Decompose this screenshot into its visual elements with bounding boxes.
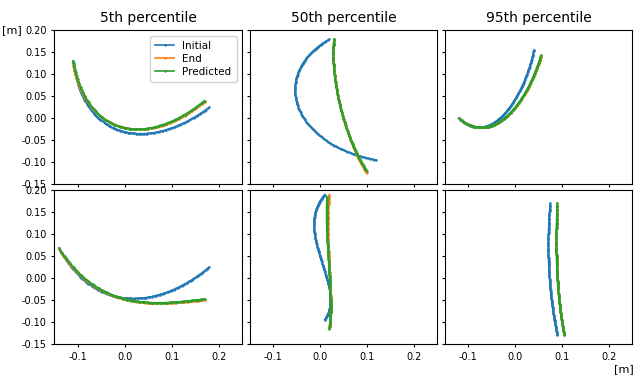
Legend: Initial, End, Predicted: Initial, End, Predicted xyxy=(150,36,237,82)
Predicted xyxy=(127,127,135,131)
Predicted xyxy=(69,59,77,63)
End xyxy=(135,127,143,131)
End xyxy=(69,63,77,68)
Title: 5th percentile: 5th percentile xyxy=(100,11,196,25)
Line: End: End xyxy=(72,65,205,130)
End xyxy=(201,99,209,104)
End xyxy=(196,103,204,107)
End xyxy=(150,125,157,130)
Predicted xyxy=(201,98,209,103)
Initial xyxy=(150,130,158,135)
Initial xyxy=(168,125,176,130)
Predicted xyxy=(134,127,141,131)
Initial xyxy=(205,105,213,109)
Predicted xyxy=(90,107,97,111)
Text: [m]: [m] xyxy=(2,25,22,35)
End xyxy=(84,100,92,104)
Title: 95th percentile: 95th percentile xyxy=(486,11,591,25)
Line: Predicted: Predicted xyxy=(72,60,205,130)
Predicted xyxy=(196,102,204,106)
Initial xyxy=(201,108,209,113)
Predicted xyxy=(166,120,174,124)
Initial xyxy=(82,100,90,104)
Initial xyxy=(138,131,145,136)
Predicted xyxy=(150,125,157,130)
Title: 50th percentile: 50th percentile xyxy=(291,11,396,25)
End xyxy=(90,107,97,112)
Initial xyxy=(88,108,95,113)
Line: Initial: Initial xyxy=(72,60,211,135)
Initial xyxy=(127,131,134,135)
Text: [m]: [m] xyxy=(614,364,634,374)
Initial xyxy=(69,59,77,63)
End xyxy=(127,127,135,131)
End xyxy=(166,120,174,125)
Predicted xyxy=(84,99,92,103)
